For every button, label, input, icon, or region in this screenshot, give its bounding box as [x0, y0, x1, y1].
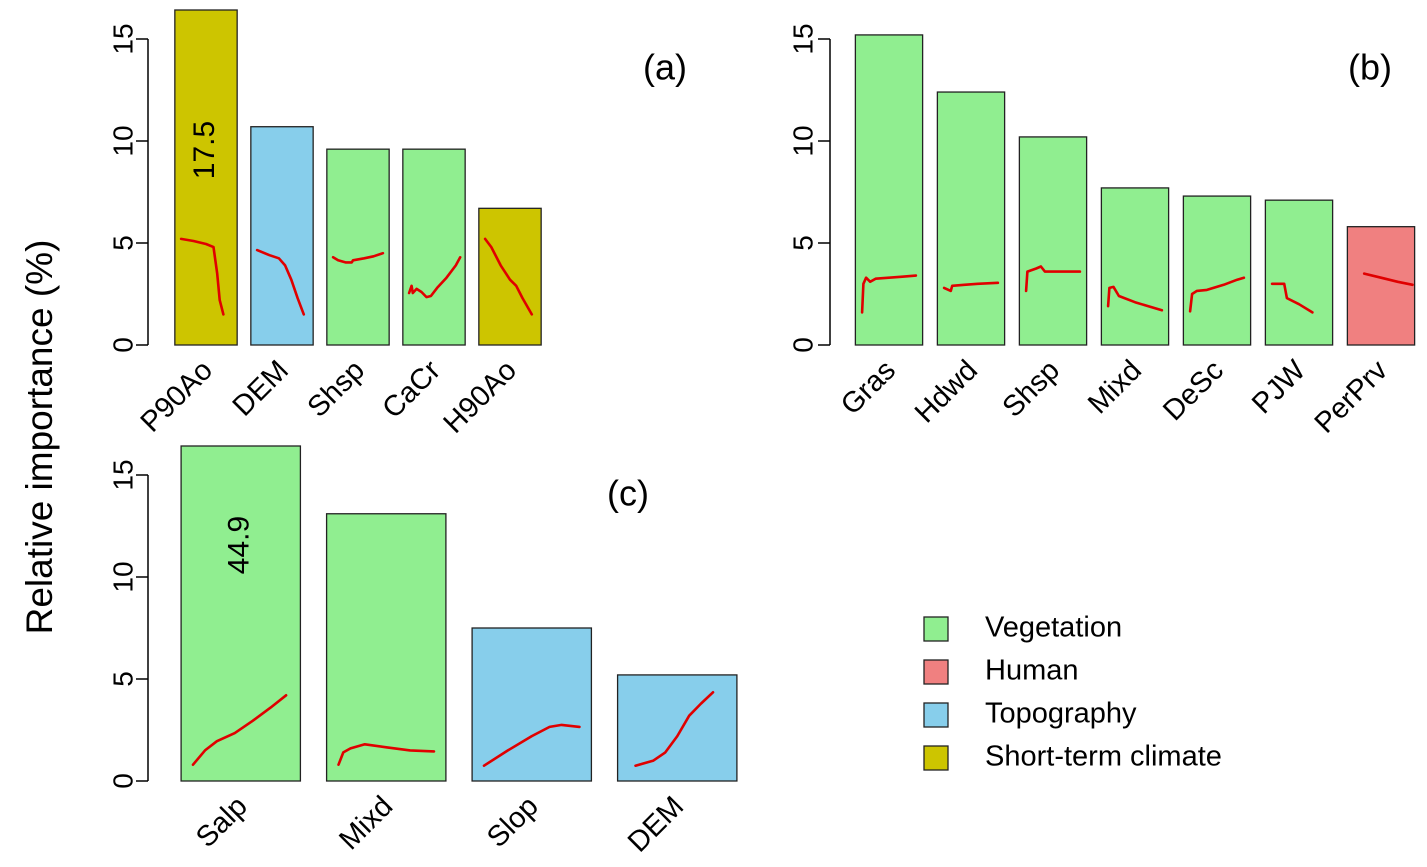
- legend-swatch: [923, 702, 949, 728]
- response-curve-mixd: [337, 743, 436, 766]
- bar-mixd: [1100, 187, 1170, 346]
- bar-shsp: [1018, 136, 1088, 346]
- legend-swatch: [923, 745, 949, 771]
- category-label-p90ao: P90Ao: [135, 354, 219, 438]
- bar-p90ao: [174, 9, 238, 346]
- response-curve-hdwd: [942, 281, 1000, 293]
- legend-swatch: [923, 616, 949, 642]
- legend: Vegetation Human Topography Short-term clim…: [923, 612, 1222, 773]
- y-tick-label: 15: [107, 459, 138, 490]
- bar-perprv: [1346, 226, 1416, 346]
- legend-label: Short-term climate: [985, 741, 1222, 773]
- y-tick-label: 15: [107, 23, 138, 54]
- y-tick-label: 10: [107, 561, 138, 592]
- category-label-shsp: Shsp: [302, 354, 371, 423]
- category-label-cacr: CaCr: [376, 354, 447, 425]
- response-curve-slop: [482, 723, 581, 767]
- bar-shsp: [326, 148, 390, 346]
- category-label-mixd: Mixd: [333, 790, 399, 856]
- category-label-h90ao: H90Ao: [438, 354, 523, 439]
- category-label-gras: Gras: [835, 354, 902, 421]
- bar-gras: [854, 34, 924, 346]
- category-label-desc: DeSc: [1157, 354, 1230, 427]
- category-label-dem: DEM: [227, 354, 295, 422]
- panel-label: (b): [1348, 47, 1392, 88]
- bar-slop: [471, 627, 593, 782]
- category-label-shsp: Shsp: [997, 354, 1066, 423]
- category-label-mixd: Mixd: [1082, 354, 1148, 420]
- legend-label: Topography: [985, 698, 1137, 730]
- legend-label: Human: [985, 655, 1079, 687]
- bar-salp: [180, 445, 302, 782]
- response-curve-p90ao: [179, 237, 225, 316]
- bar-mixd: [325, 513, 447, 782]
- panel-label: (c): [607, 473, 649, 514]
- y-tick-label: 5: [787, 235, 818, 251]
- category-label-dem: DEM: [622, 790, 690, 858]
- response-curve-salp: [191, 694, 288, 766]
- category-label-hdwd: Hdwd: [909, 354, 984, 429]
- response-curve-mixd: [1106, 285, 1164, 312]
- bar-h90ao: [478, 207, 542, 346]
- bar-cacr: [402, 148, 466, 346]
- bar-dem: [616, 674, 738, 782]
- y-tick-label: 0: [107, 773, 138, 789]
- category-label-pjw: PJW: [1246, 354, 1312, 420]
- y-tick-label: 5: [107, 235, 138, 251]
- panel-2: 44.9 Salp Mixd Slop DEM 0 5 10 15 (c): [107, 445, 738, 859]
- bar-hdwd: [936, 91, 1006, 346]
- category-label-slop: Slop: [481, 790, 545, 854]
- category-label-perprv: PerPrv: [1309, 354, 1395, 440]
- y-tick-label: 15: [787, 23, 818, 54]
- y-axis-label: Relative importance (%): [19, 240, 60, 635]
- category-label-salp: Salp: [190, 790, 254, 854]
- legend-swatch: [923, 659, 949, 685]
- bar-desc: [1182, 195, 1252, 346]
- legend-label: Vegetation: [985, 612, 1122, 644]
- bar-value-label: 44.9: [223, 516, 256, 574]
- response-curve-dem: [255, 248, 306, 316]
- response-curve-shsp: [331, 251, 385, 264]
- response-curve-cacr: [407, 256, 462, 299]
- bar-value-label: 17.5: [188, 121, 221, 179]
- bar-pjw: [1264, 199, 1334, 346]
- response-curve-perprv: [1362, 272, 1414, 287]
- response-curve-desc: [1188, 276, 1246, 313]
- y-tick-label: 5: [107, 671, 138, 687]
- y-tick-label: 0: [107, 337, 138, 353]
- y-tick-label: 10: [787, 125, 818, 156]
- response-curve-pjw: [1270, 282, 1314, 314]
- response-curve-gras: [860, 274, 918, 314]
- y-tick-label: 0: [787, 337, 818, 353]
- panel-label: (a): [643, 47, 687, 88]
- response-curve-dem: [634, 691, 715, 767]
- response-curve-shsp: [1024, 265, 1082, 293]
- y-tick-label: 10: [107, 125, 138, 156]
- response-curve-h90ao: [483, 237, 534, 316]
